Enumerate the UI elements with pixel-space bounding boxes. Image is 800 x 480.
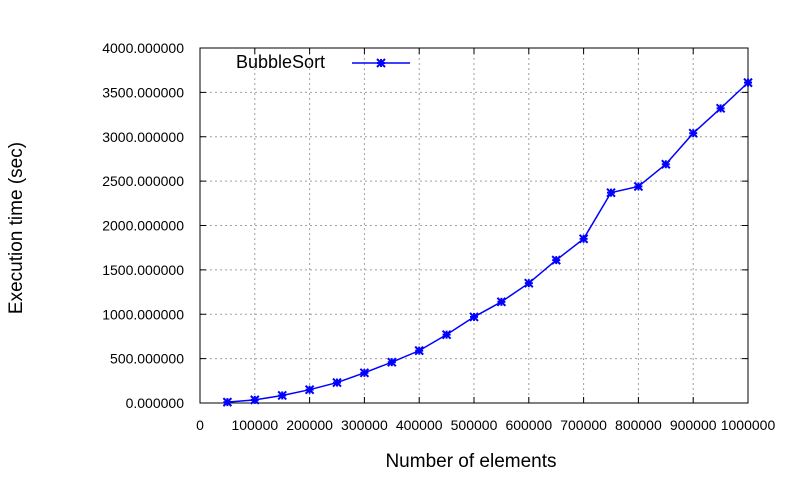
x-tick-label: 600000 <box>505 417 552 433</box>
data-point <box>469 312 479 322</box>
x-tick-label: 1000000 <box>721 417 776 433</box>
x-tick-label: 800000 <box>615 417 662 433</box>
y-tick-label: 0.000000 <box>126 395 185 411</box>
y-tick-label: 2000.000000 <box>102 218 184 234</box>
x-tick-label: 300000 <box>341 417 388 433</box>
legend-label-bubblesort: BubbleSort <box>236 52 325 72</box>
legend: BubbleSort <box>236 52 410 72</box>
data-point <box>222 397 233 407</box>
data-point <box>387 357 397 367</box>
data-point <box>524 278 534 288</box>
data-point <box>304 384 315 395</box>
legend-marker-bubblesort <box>376 58 386 68</box>
data-point <box>661 159 671 169</box>
data-point <box>578 234 589 244</box>
x-tick-label: 400000 <box>396 417 443 433</box>
y-axis-title: Execution time (sec) <box>6 142 27 314</box>
data-point <box>441 329 452 340</box>
legend-asterisk-icon <box>376 58 386 68</box>
x-tick-label: 900000 <box>670 417 717 433</box>
data-point <box>496 297 507 307</box>
data-point <box>715 103 726 114</box>
x-tick-label: 200000 <box>286 417 333 433</box>
data-point <box>332 377 342 388</box>
x-tick-label: 500000 <box>451 417 498 433</box>
x-tick-label: 100000 <box>231 417 278 433</box>
y-tick-label: 4000.000000 <box>102 40 184 56</box>
x-tick-label: 0 <box>196 417 204 433</box>
y-tick-label: 1000.000000 <box>102 306 184 322</box>
data-point <box>743 77 753 88</box>
y-tick-label: 2500.000000 <box>102 173 184 189</box>
x-tick-labels: 0 100000 200000 300000 400000 500000 600000 700… <box>196 417 775 433</box>
data-point <box>414 345 424 356</box>
grid <box>200 48 748 403</box>
y-tick-label: 3000.000000 <box>102 129 184 145</box>
y-tick-label: 1500.000000 <box>102 262 184 278</box>
y-tick-label: 3500.000000 <box>102 84 184 100</box>
x-axis-title: Number of elements <box>385 451 556 472</box>
data-point <box>277 390 287 401</box>
data-point <box>606 187 616 198</box>
data-point <box>359 368 370 378</box>
series-layer <box>222 77 753 407</box>
x-tick-label: 700000 <box>560 417 607 433</box>
data-point <box>250 395 260 405</box>
series-line-bubblesort <box>227 82 749 403</box>
y-tick-label: 500.000000 <box>110 351 184 367</box>
data-point <box>688 128 698 138</box>
y-tick-labels: 0.000000 500.000000 1000.000000 1500.000000… <box>102 40 184 411</box>
data-point <box>551 255 561 265</box>
data-point <box>633 181 644 192</box>
